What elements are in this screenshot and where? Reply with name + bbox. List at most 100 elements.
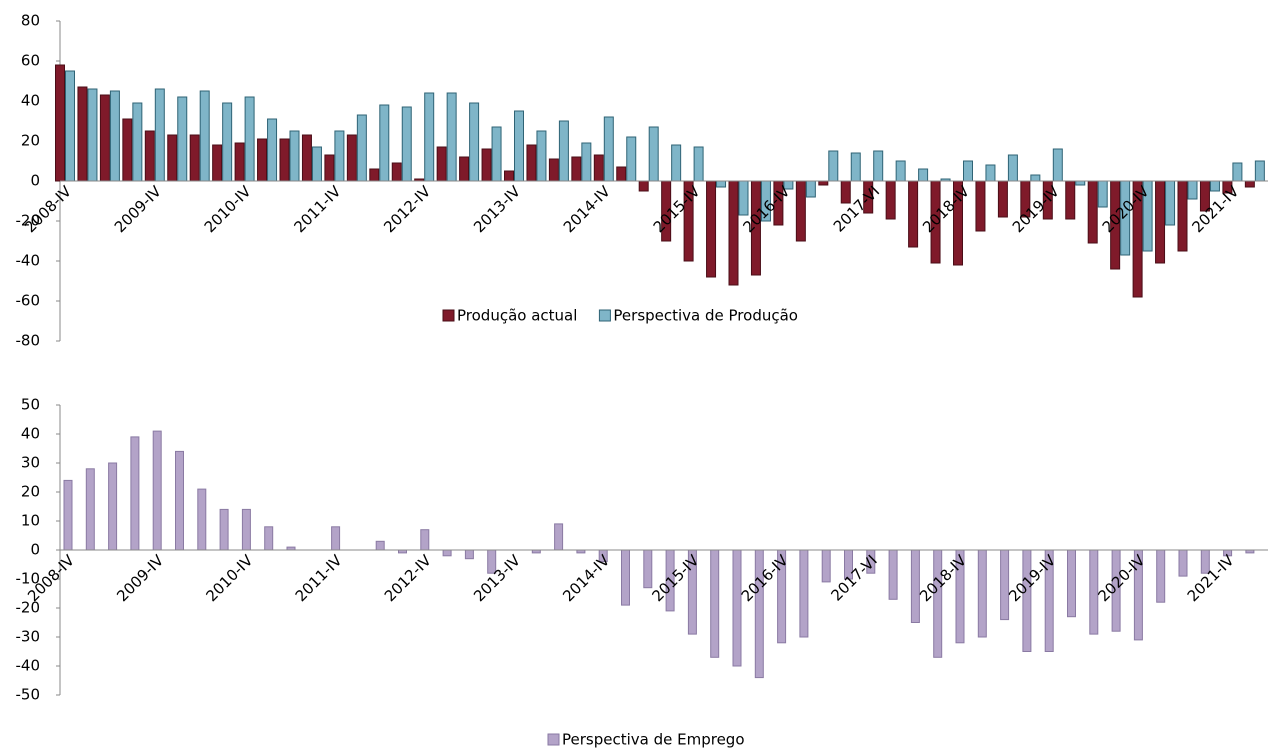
bar: [108, 462, 118, 551]
x-tick-label: 2014-IV: [559, 551, 613, 605]
bar: [885, 180, 896, 220]
bar: [732, 549, 742, 667]
bar: [219, 508, 229, 551]
y-tick-label: 20: [21, 483, 40, 501]
y-tick-label: -10: [16, 570, 41, 588]
x-tick-label: 2015-IV: [650, 182, 704, 236]
legend-label: Produção actual: [457, 307, 577, 325]
bar: [424, 92, 435, 182]
y-tick-label: -40: [16, 252, 41, 270]
bar: [1187, 180, 1198, 200]
bar: [420, 529, 430, 551]
bar: [626, 136, 637, 182]
y-tick-label: 0: [30, 172, 40, 190]
bar: [177, 96, 188, 182]
bar: [571, 156, 582, 182]
bar: [554, 523, 564, 551]
y-tick-label: 10: [21, 512, 40, 530]
bar: [1177, 180, 1188, 252]
bar: [504, 170, 514, 182]
bar: [459, 156, 470, 182]
y-tick-label: 50: [21, 396, 40, 414]
x-tick-label: 2011-IV: [292, 551, 346, 605]
y-tick-label: -20: [16, 212, 41, 230]
bar: [977, 549, 987, 638]
bar: [154, 88, 165, 182]
bar: [997, 180, 1008, 218]
bar: [301, 134, 312, 182]
bar: [1097, 180, 1108, 208]
bar: [464, 549, 474, 560]
bar: [311, 146, 322, 182]
bar: [175, 450, 184, 551]
bar: [548, 158, 559, 182]
bar: [469, 102, 480, 182]
bar: [244, 96, 255, 182]
x-tick-label: 2013-IV: [470, 551, 524, 605]
bar: [1022, 549, 1032, 652]
y-tick-label: -60: [16, 292, 41, 310]
legend-label: Perspectiva de Produção: [613, 307, 798, 325]
bar: [963, 160, 973, 182]
bar: [77, 86, 88, 182]
bar: [1254, 160, 1265, 182]
x-tick-label: 2012-IV: [380, 182, 434, 236]
bar: [1209, 180, 1220, 192]
legend-swatch: [598, 309, 611, 322]
bar: [1165, 180, 1176, 226]
bar: [933, 549, 943, 658]
bar: [716, 180, 727, 188]
bar: [144, 130, 155, 182]
bar: [795, 180, 806, 242]
bar: [331, 526, 341, 551]
bar: [1065, 180, 1076, 220]
bar: [279, 138, 290, 182]
bar: [593, 154, 604, 182]
bar: [1007, 154, 1018, 182]
x-tick-label: 2008-IV: [21, 182, 75, 236]
legend-label: Perspectiva de Emprego: [562, 731, 745, 749]
bar: [1052, 148, 1063, 182]
x-tick-label: 2018-IV: [919, 182, 973, 236]
x-tick-label: 2009-IV: [113, 551, 167, 605]
bar: [1178, 549, 1188, 577]
bar: [132, 102, 143, 182]
bar: [481, 148, 492, 182]
legend-swatch: [547, 733, 560, 746]
bar: [65, 70, 75, 182]
y-tick-label: -30: [16, 628, 41, 646]
bar: [985, 164, 996, 182]
bar: [87, 88, 98, 182]
bar: [442, 549, 452, 557]
bar: [212, 144, 223, 182]
bar: [693, 146, 704, 182]
bar: [616, 166, 627, 182]
x-tick-label: 2013-IV: [470, 182, 524, 236]
bar: [436, 146, 447, 182]
bar: [222, 102, 233, 182]
bar: [334, 130, 345, 182]
bar: [1155, 180, 1166, 264]
bar: [648, 126, 659, 182]
bar: [369, 168, 380, 182]
bar: [99, 94, 110, 182]
x-tick-label: 2021-IV: [1184, 551, 1238, 605]
bar: [514, 110, 524, 182]
bar: [391, 162, 402, 182]
bar: [828, 150, 839, 182]
bar: [818, 180, 829, 186]
bar: [63, 479, 73, 551]
bar: [122, 118, 133, 182]
bar: [706, 180, 717, 278]
x-tick-label: 2017-VI: [830, 182, 883, 235]
bar: [908, 180, 919, 248]
bar: [638, 180, 649, 192]
y-tick-label: -40: [16, 657, 41, 675]
bar: [1067, 549, 1076, 618]
y-tick-label: -50: [16, 686, 41, 704]
bar: [167, 134, 178, 182]
bar: [643, 549, 653, 589]
bar: [152, 430, 162, 551]
x-tick-label: 2017-VI: [827, 551, 880, 604]
